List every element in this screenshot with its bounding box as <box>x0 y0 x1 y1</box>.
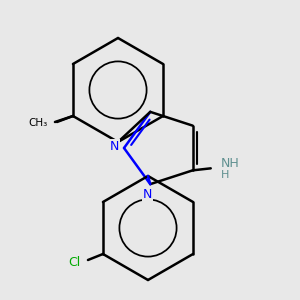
Text: H: H <box>221 170 229 180</box>
Text: CH₃: CH₃ <box>29 118 48 128</box>
Text: N: N <box>110 140 119 152</box>
Text: NH: NH <box>221 157 239 170</box>
Text: Cl: Cl <box>69 256 81 268</box>
Text: N: N <box>142 188 152 201</box>
